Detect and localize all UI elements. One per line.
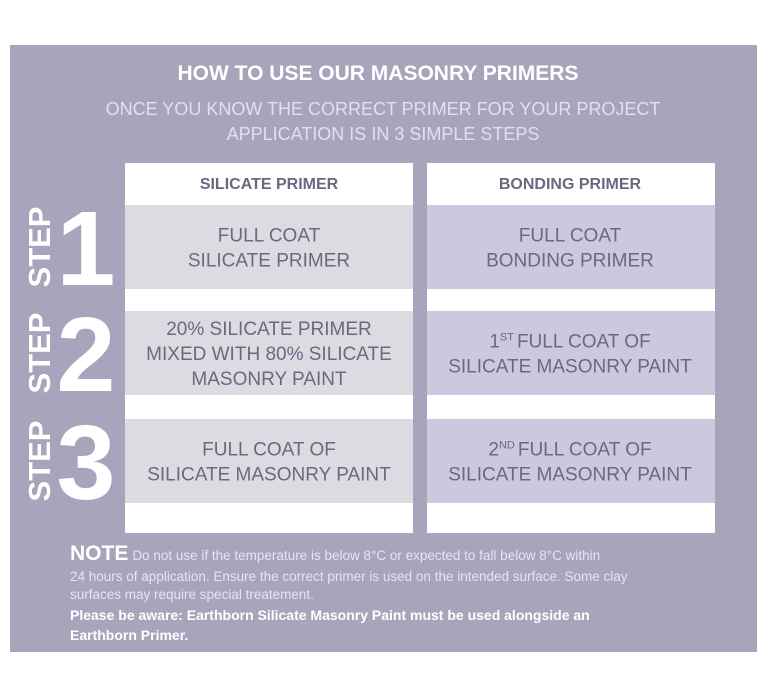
note-text: surfaces may require special treatement. [70,587,314,602]
cell-text: MIXED WITH 80% SILICATE [146,344,392,365]
cell-text: SILICATE PRIMER [188,251,350,272]
cell [125,419,413,503]
cell [125,205,413,289]
warning: Earthborn Primer. [70,627,188,643]
step-number: 3 [57,404,116,522]
cell-text: SILICATE MASONRY PAINT [448,465,692,486]
cell [427,419,715,503]
note-label: NOTE [70,542,128,565]
cell-text: 1ST FULL COAT OF [489,332,650,353]
cell-text: SILICATE MASONRY PAINT [147,465,391,486]
superscript: ST [500,332,514,344]
note: NOTE Do not use if the temperature is bel… [70,542,600,565]
cell-text: 20% SILICATE PRIMER [166,319,372,340]
cell-text: FULL COAT [519,226,622,247]
cell-text: FULL COAT [218,226,321,247]
cell-text: BONDING PRIMER [486,251,654,272]
note-text: Do not use if the temperature is below 8… [132,548,600,563]
column-gap [413,163,427,533]
cell-text: MASONRY PAINT [191,369,347,390]
subtitle: ONCE YOU KNOW THE CORRECT PRIMER FOR YOU… [106,99,661,119]
cell-text: 1 [489,332,500,353]
step-number: 1 [57,190,116,308]
cell [427,311,715,395]
cell-text: FULL COAT OF [202,440,336,461]
step-label: STEP [22,421,57,502]
note-text: 24 hours of application. Ensure the corr… [70,569,628,584]
step-number: 2 [57,296,116,414]
step-label: STEP [22,207,57,288]
superscript: ND [499,440,515,452]
cell-text: FULL COAT OF [518,440,652,461]
cell [427,205,715,289]
cell-text: 2 [488,440,499,461]
cell-text: FULL COAT OF [517,332,651,353]
subtitle: APPLICATION IS IN 3 SIMPLE STEPS [227,124,540,144]
column-header: SILICATE PRIMER [200,176,339,193]
title: HOW TO USE OUR MASONRY PRIMERS [178,62,579,85]
step-label: STEP [22,313,57,394]
cell [125,311,413,395]
cell-text: SILICATE MASONRY PAINT [448,357,692,378]
column-header: BONDING PRIMER [499,176,642,193]
cell-text: 2ND FULL COAT OF [488,440,651,461]
warning: Please be aware: Earthborn Silicate Maso… [70,607,590,623]
